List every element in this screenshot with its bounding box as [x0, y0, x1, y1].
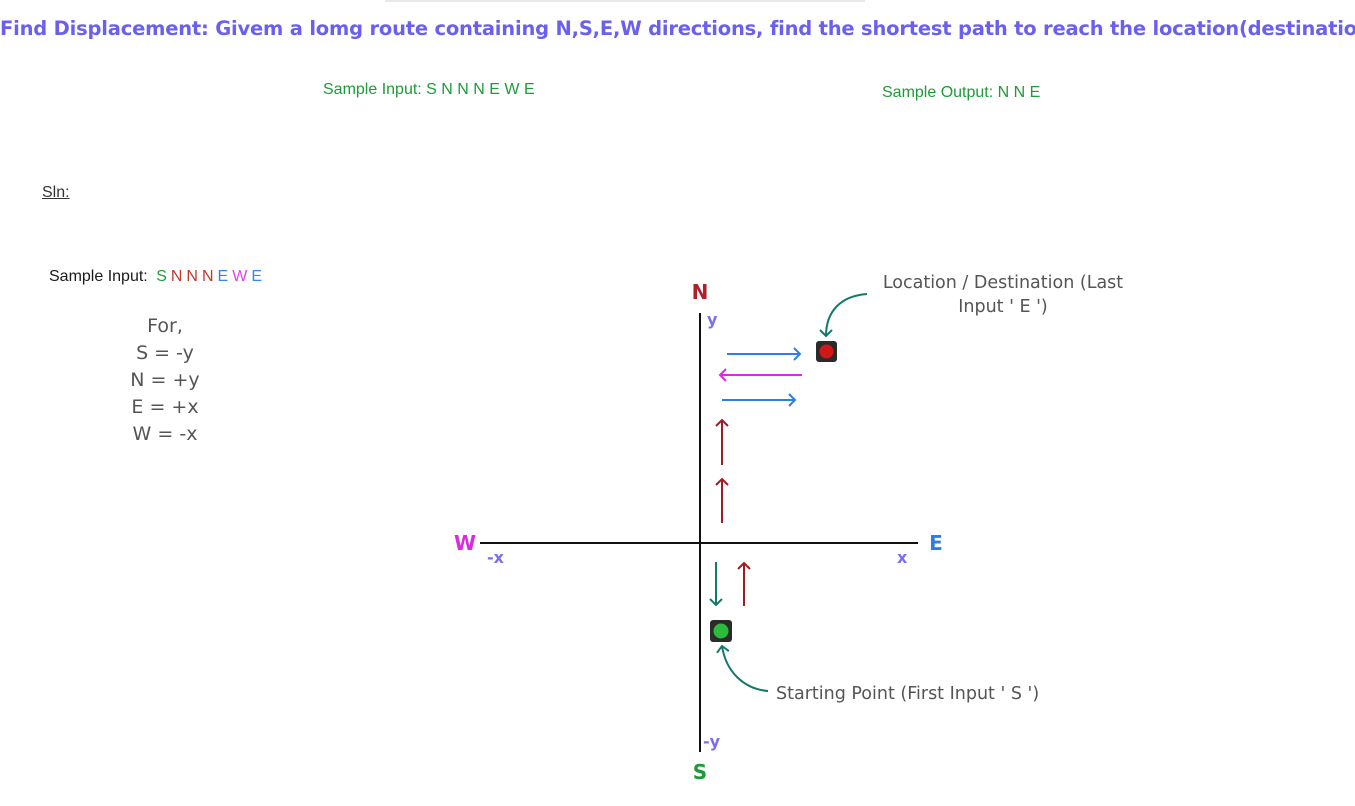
- start-marker: [710, 620, 732, 642]
- legend-rule-south: S = -y: [136, 342, 194, 364]
- neg-x-label: -x: [487, 548, 505, 567]
- top-scroll-indicator: [385, 0, 865, 2]
- destination-pointer: [819, 293, 868, 338]
- sample-input-header: Sample Input: S N N N E W E: [323, 81, 535, 98]
- legend-rule-east: E = +x: [131, 396, 199, 418]
- sample-input-prefix: Sample Input:: [49, 268, 148, 285]
- sample-input-token: N: [170, 268, 183, 285]
- pos-y-label: y: [707, 310, 718, 329]
- legend-rule-west: W = -x: [132, 423, 198, 445]
- sample-input-token: N: [186, 268, 198, 285]
- legend-heading: For,: [147, 315, 183, 337]
- start-pointer: [716, 644, 769, 692]
- destination-annotation-line2: Input ' E '): [958, 297, 1048, 317]
- sample-input-token: S: [156, 268, 167, 285]
- south-label: S: [693, 760, 707, 784]
- sample-input-token: E: [217, 268, 229, 285]
- neg-y-label: -y: [703, 732, 721, 751]
- pos-x-label: x: [897, 548, 908, 567]
- start-annotation: Starting Point (First Input ' S '): [776, 684, 1039, 704]
- destination-annotation-line1: Location / Destination (Last: [883, 273, 1123, 293]
- legend-rule-north: N = +y: [130, 369, 200, 391]
- page-title: Find Displacement: Givem a lomg route co…: [0, 17, 1355, 40]
- destination-marker: [816, 341, 837, 362]
- west-label: W: [454, 531, 476, 555]
- sample-input-token: E: [251, 268, 262, 285]
- solution-label: Sln:: [42, 184, 70, 201]
- sample-input-token: W: [232, 268, 248, 285]
- sample-input-token: N: [201, 268, 214, 285]
- direction-legend: For, S = -y N = +y E = +x W = -x: [100, 313, 230, 448]
- north-label: N: [692, 280, 709, 304]
- east-label: E: [929, 531, 943, 555]
- sample-output-header: Sample Output: N N E: [882, 84, 1041, 101]
